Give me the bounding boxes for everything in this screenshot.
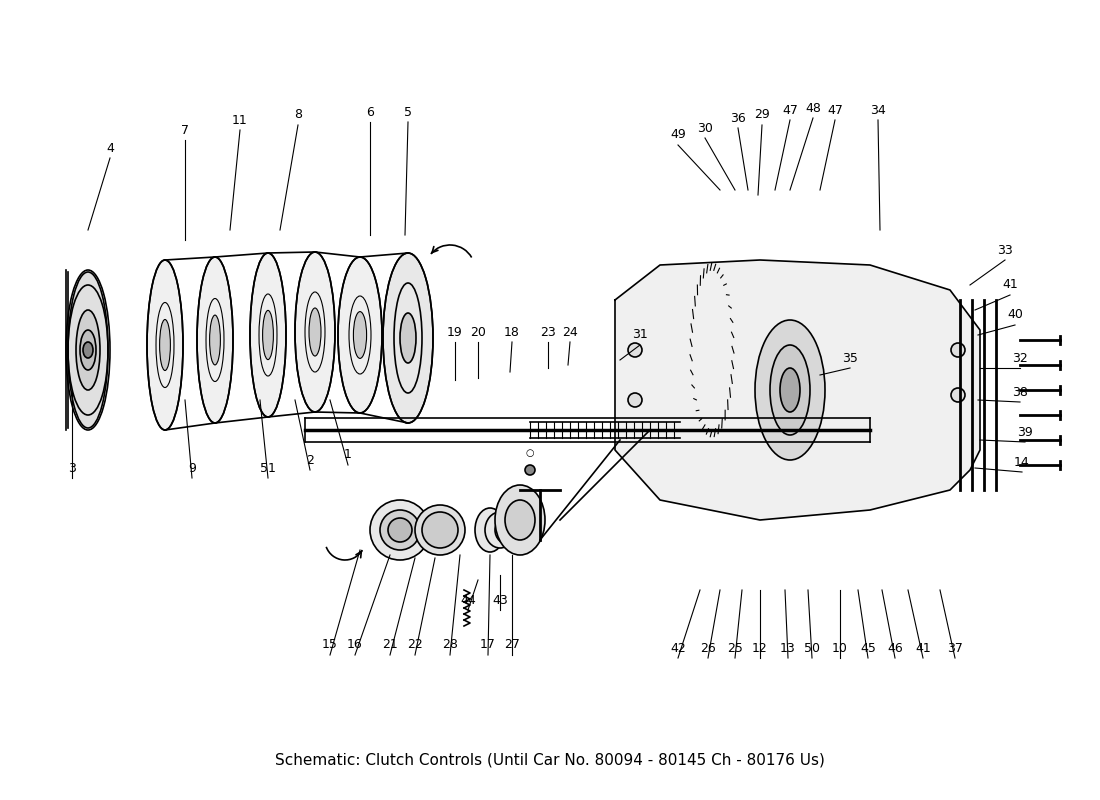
Text: 41: 41 <box>915 642 931 654</box>
Text: 8: 8 <box>294 109 302 122</box>
Ellipse shape <box>388 518 412 542</box>
Ellipse shape <box>309 308 321 356</box>
Text: 11: 11 <box>232 114 248 126</box>
Text: 6: 6 <box>366 106 374 118</box>
Polygon shape <box>615 260 980 520</box>
Text: 46: 46 <box>887 642 903 654</box>
Text: 48: 48 <box>805 102 821 114</box>
Ellipse shape <box>295 252 336 412</box>
Text: 21: 21 <box>382 638 398 651</box>
Text: 28: 28 <box>442 638 458 651</box>
Ellipse shape <box>400 313 416 363</box>
Text: 43: 43 <box>492 594 508 606</box>
Ellipse shape <box>495 485 544 555</box>
Ellipse shape <box>422 512 458 548</box>
Ellipse shape <box>76 310 100 390</box>
Text: 27: 27 <box>504 638 520 651</box>
Text: 39: 39 <box>1018 426 1033 438</box>
Text: 20: 20 <box>470 326 486 338</box>
Text: 15: 15 <box>322 638 338 651</box>
Ellipse shape <box>755 320 825 460</box>
Ellipse shape <box>505 500 535 540</box>
Text: 1: 1 <box>344 449 352 462</box>
Ellipse shape <box>263 310 274 360</box>
Ellipse shape <box>495 515 525 545</box>
Text: 26: 26 <box>700 642 716 654</box>
Circle shape <box>628 393 642 407</box>
Text: 22: 22 <box>407 638 422 651</box>
Circle shape <box>628 343 642 357</box>
Text: 23: 23 <box>540 326 556 338</box>
Circle shape <box>952 343 965 357</box>
Ellipse shape <box>353 311 366 358</box>
Text: 3: 3 <box>68 462 76 474</box>
Text: 10: 10 <box>832 642 848 654</box>
Text: ○: ○ <box>526 448 535 458</box>
Ellipse shape <box>475 508 505 552</box>
Text: Schematic: Clutch Controls (Until Car No. 80094 - 80145 Ch - 80176 Us): Schematic: Clutch Controls (Until Car No… <box>275 753 825 767</box>
Text: 37: 37 <box>947 642 962 654</box>
Text: 24: 24 <box>562 326 578 338</box>
Text: 42: 42 <box>670 642 686 654</box>
Text: 12: 12 <box>752 642 768 654</box>
Text: 33: 33 <box>997 243 1013 257</box>
Text: 9: 9 <box>188 462 196 474</box>
Ellipse shape <box>210 315 220 365</box>
Text: 19: 19 <box>447 326 463 338</box>
Ellipse shape <box>770 345 810 435</box>
Text: 35: 35 <box>843 351 858 365</box>
Text: 45: 45 <box>860 642 876 654</box>
Text: 44: 44 <box>460 594 476 606</box>
Ellipse shape <box>780 368 800 412</box>
Ellipse shape <box>338 257 382 413</box>
Ellipse shape <box>485 512 515 548</box>
Text: 29: 29 <box>755 109 770 122</box>
Text: 16: 16 <box>348 638 363 651</box>
Ellipse shape <box>82 342 94 358</box>
Ellipse shape <box>147 260 183 430</box>
Circle shape <box>952 388 965 402</box>
Ellipse shape <box>160 319 170 370</box>
Text: 47: 47 <box>827 103 843 117</box>
Ellipse shape <box>370 500 430 560</box>
Text: 17: 17 <box>480 638 496 651</box>
Text: 47: 47 <box>782 103 797 117</box>
Text: 18: 18 <box>504 326 520 338</box>
Ellipse shape <box>379 510 420 550</box>
Ellipse shape <box>250 253 286 417</box>
Text: 31: 31 <box>632 329 648 342</box>
Text: 13: 13 <box>780 642 796 654</box>
Text: 40: 40 <box>1008 309 1023 322</box>
Circle shape <box>525 465 535 475</box>
Text: 2: 2 <box>306 454 313 466</box>
Text: 30: 30 <box>697 122 713 134</box>
Ellipse shape <box>415 505 465 555</box>
Ellipse shape <box>383 253 433 423</box>
Text: 34: 34 <box>870 103 886 117</box>
Text: 38: 38 <box>1012 386 1027 398</box>
Text: 14: 14 <box>1014 455 1030 469</box>
Ellipse shape <box>80 330 96 370</box>
Text: 36: 36 <box>730 111 746 125</box>
Text: 51: 51 <box>260 462 276 474</box>
Ellipse shape <box>197 257 233 423</box>
Text: 5: 5 <box>404 106 412 118</box>
Ellipse shape <box>68 272 108 428</box>
Text: 32: 32 <box>1012 351 1027 365</box>
Text: 4: 4 <box>106 142 114 154</box>
Text: 49: 49 <box>670 129 686 142</box>
Text: 50: 50 <box>804 642 820 654</box>
Text: 25: 25 <box>727 642 742 654</box>
Text: 41: 41 <box>1002 278 1018 291</box>
Text: 7: 7 <box>182 123 189 137</box>
